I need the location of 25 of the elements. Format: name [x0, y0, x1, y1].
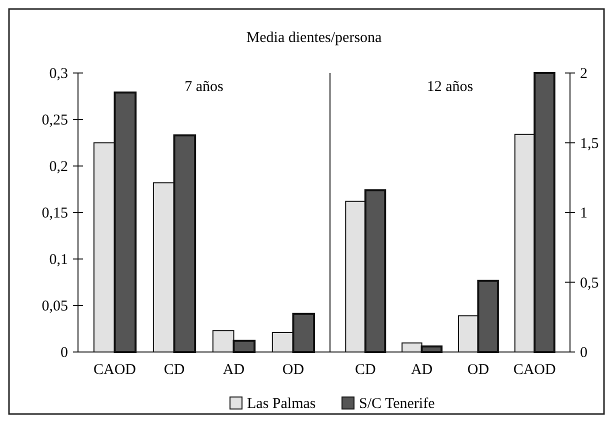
y-tick-label: 0,25 — [42, 112, 68, 128]
y-tick-label: 0,2 — [49, 159, 68, 175]
y2-tick-label: 0 — [580, 345, 588, 361]
y2-tick-label: 1,5 — [580, 136, 599, 152]
y-tick-label: 0,1 — [49, 252, 68, 268]
y-tick-label: 0,3 — [49, 66, 68, 82]
y-tick-label: 0 — [60, 345, 68, 361]
y-tick-label: 0,15 — [42, 206, 68, 222]
y-tick-label: 0,05 — [42, 298, 68, 314]
y2-tick-label: 1 — [580, 206, 588, 222]
x-tick-label: CD — [354, 362, 376, 378]
legend-label: S/C Tenerife — [359, 396, 436, 412]
annotation: 7 años — [184, 79, 224, 95]
y2-tick-label: 2 — [580, 66, 588, 82]
y2-tick-label: 0,5 — [580, 275, 599, 292]
x-tick-label: AD — [410, 362, 433, 378]
x-tick-label: CD — [164, 362, 185, 378]
x-tick-label: CAOD — [513, 362, 556, 378]
x-tick-label: AD — [222, 362, 245, 378]
x-tick-label: CAOD — [94, 362, 136, 378]
x-tick-label: OD — [282, 362, 304, 378]
annotation: 12 años — [426, 79, 474, 95]
x-tick-label: OD — [467, 362, 490, 378]
chart-title: Media dientes/persona — [246, 30, 382, 46]
legend-label: Las Palmas — [247, 396, 316, 412]
